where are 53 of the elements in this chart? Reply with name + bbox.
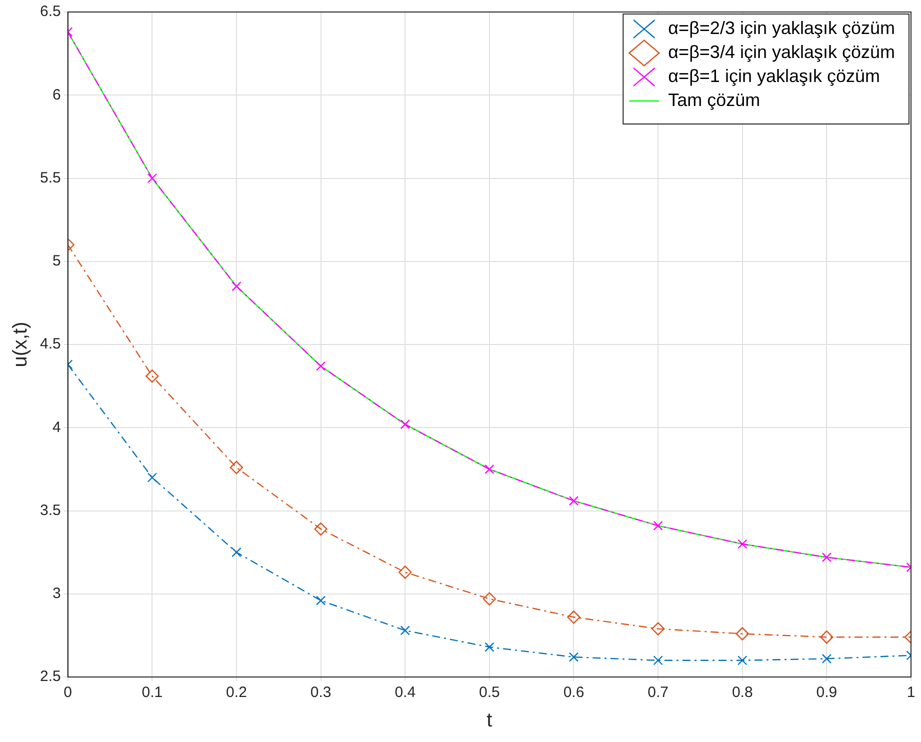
y-tick-label: 4.5 [40, 336, 61, 353]
point [147, 173, 158, 184]
point [398, 566, 412, 579]
point [651, 622, 665, 636]
y-tick-label: 3.5 [40, 502, 61, 519]
x-tick-label: 0.3 [310, 684, 332, 702]
point [822, 552, 832, 562]
point [567, 610, 580, 624]
y-axis-title: u(x,t) [10, 322, 32, 368]
point [822, 654, 832, 664]
x-tick-label: 0.5 [478, 684, 500, 702]
point [820, 630, 834, 644]
x-tick-label: 0.1 [142, 684, 163, 702]
point [738, 539, 748, 549]
point [314, 522, 328, 536]
y-tick-label: 3 [52, 585, 61, 602]
x-axis-title: t [486, 710, 493, 732]
point [230, 460, 244, 474]
point [738, 656, 748, 666]
point [400, 419, 410, 430]
point [146, 369, 159, 383]
point [653, 520, 663, 531]
x-tick-label: 0.2 [226, 684, 247, 702]
x-tick-label: 0.7 [648, 684, 668, 702]
y-tick-label: 2.5 [40, 668, 61, 686]
point [147, 472, 158, 482]
point [232, 281, 242, 292]
point [316, 596, 326, 606]
point [316, 361, 326, 371]
x-tick-label: 0 [64, 684, 72, 702]
legend-label: α=β=2/3 için yaklaşık çözüm [668, 18, 896, 38]
point [568, 496, 579, 506]
legend-label: Tam çözüm [668, 90, 760, 110]
x-tick-label: 0.8 [732, 684, 753, 702]
x-tick-label: 0.6 [563, 684, 584, 702]
y-tick-label: 5.5 [40, 169, 61, 186]
point [736, 627, 749, 640]
point [400, 626, 410, 636]
point [484, 464, 494, 474]
point [482, 592, 496, 606]
legend-label: α=β=3/4 için yaklaşık çözüm [668, 42, 896, 62]
point [484, 642, 494, 652]
point [653, 656, 663, 666]
point [568, 652, 579, 662]
y-tick-label: 6 [52, 86, 61, 104]
y-tick-label: 6.5 [40, 3, 61, 20]
y-tick-label: 4 [52, 418, 61, 436]
x-tick-label: 0.4 [394, 684, 416, 702]
point [232, 547, 242, 558]
legend-label: α=β=1 için yaklaşık çözüm [668, 66, 880, 86]
x-tick-label: 0.9 [816, 684, 838, 702]
x-tick-label: 1 [906, 684, 916, 702]
y-tick-label: 5 [52, 252, 61, 270]
